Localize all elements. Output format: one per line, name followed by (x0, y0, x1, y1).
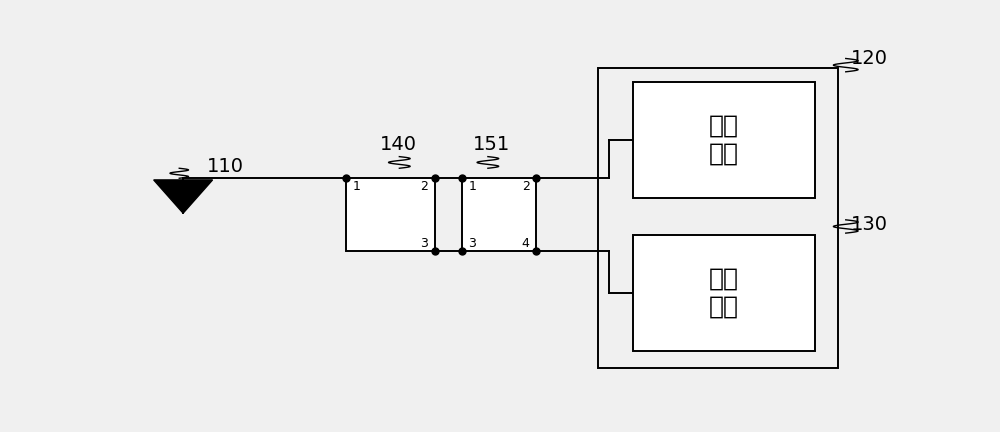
Text: 3: 3 (420, 237, 428, 250)
Text: 110: 110 (207, 157, 244, 176)
Text: 3: 3 (468, 237, 476, 250)
Text: 130: 130 (850, 215, 888, 234)
Text: 151: 151 (473, 136, 511, 155)
Bar (633, 235, 815, 351)
Text: 4: 4 (522, 237, 530, 250)
Text: 120: 120 (850, 49, 888, 68)
Bar (346, 178, 435, 251)
Text: 第二
芯片: 第二 芯片 (709, 267, 739, 319)
Polygon shape (154, 180, 213, 213)
Text: 1: 1 (468, 180, 476, 193)
Text: 140: 140 (380, 136, 417, 155)
Bar (633, 82, 815, 198)
Text: 2: 2 (420, 180, 428, 193)
Bar (462, 178, 536, 251)
Bar (598, 68, 838, 368)
Text: 第一
芯片: 第一 芯片 (709, 114, 739, 166)
Text: 2: 2 (522, 180, 530, 193)
Text: 1: 1 (353, 180, 361, 193)
